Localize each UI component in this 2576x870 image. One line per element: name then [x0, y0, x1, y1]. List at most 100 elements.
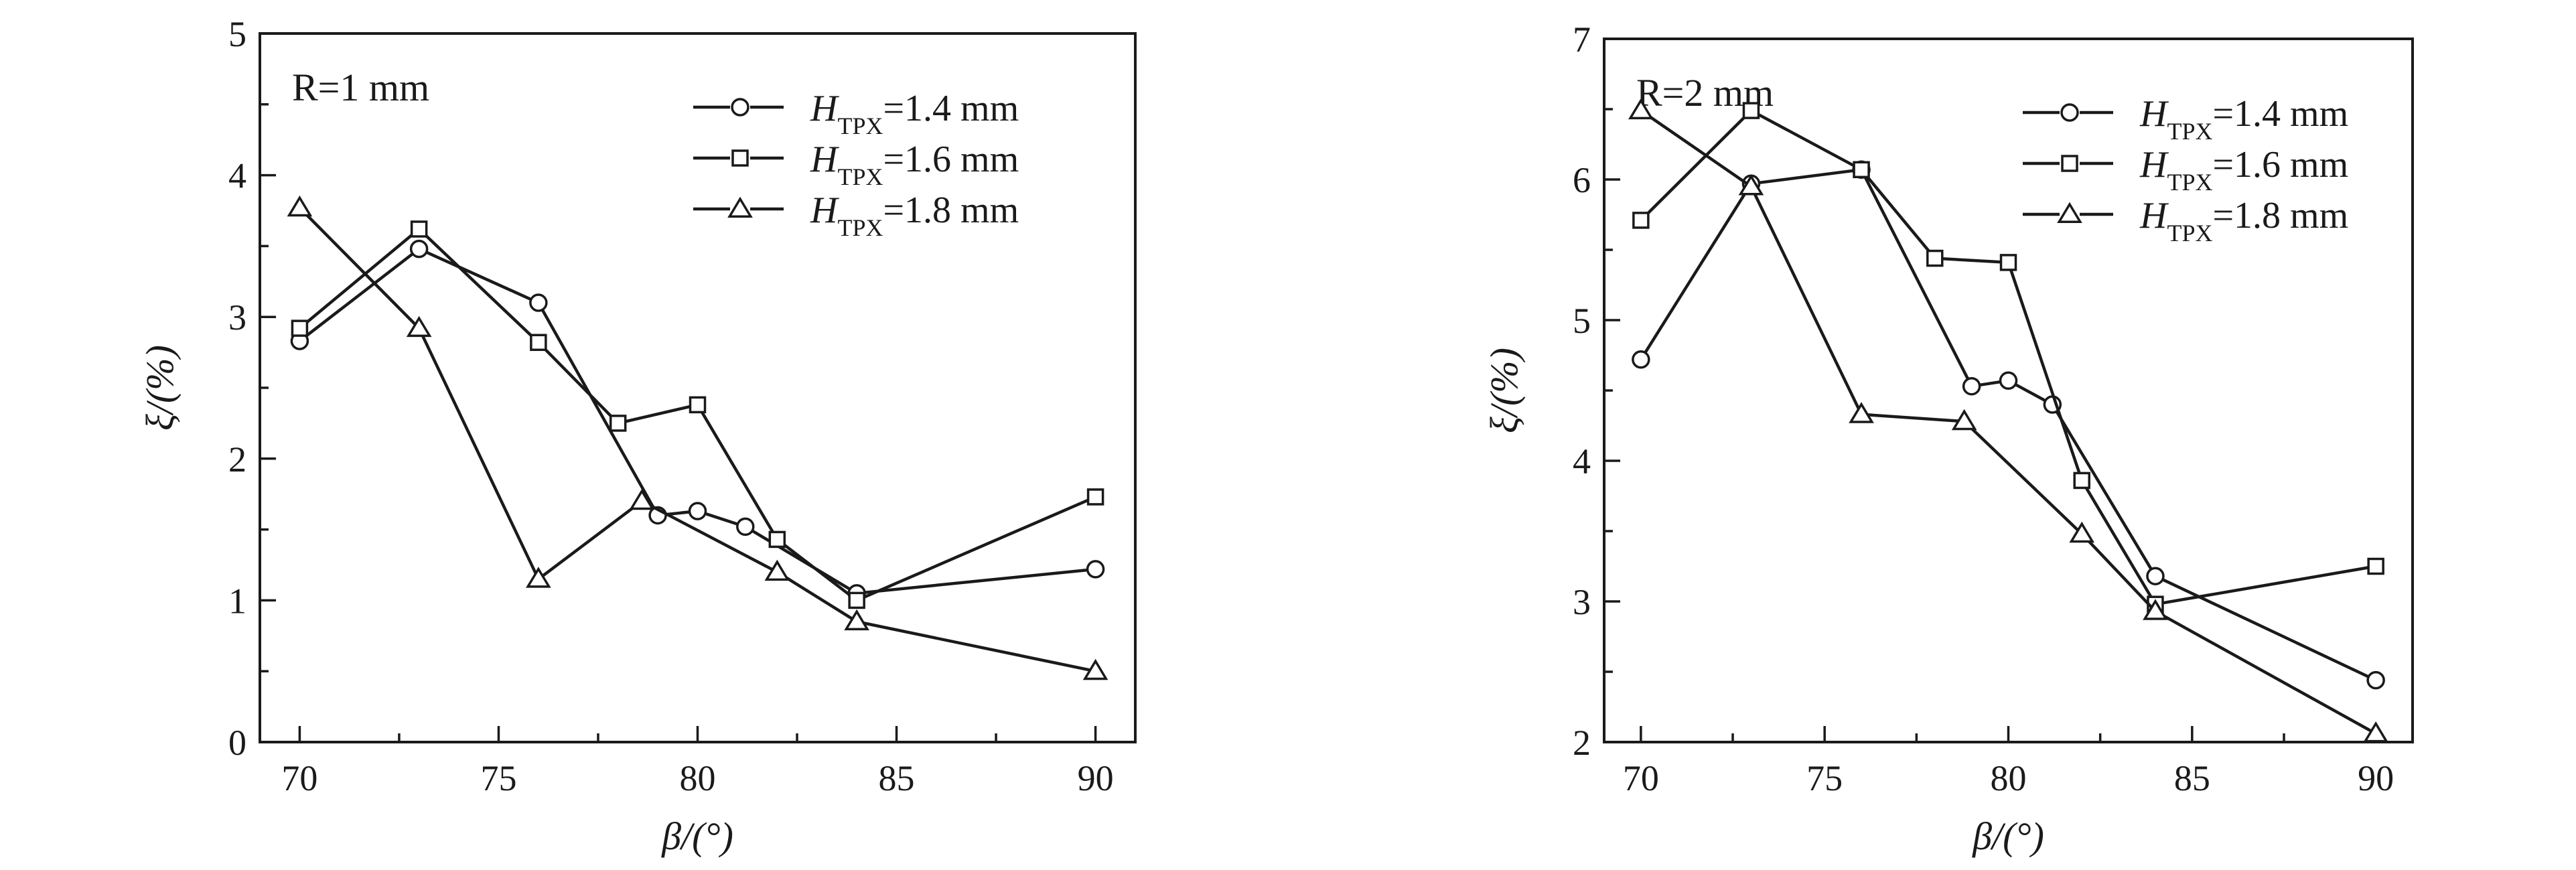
legend-label: HTPX=1.8 mm [2139, 195, 2348, 246]
y-tick-label: 2 [228, 439, 246, 480]
legend-entry: HTPX=1.6 mm [693, 139, 1019, 190]
legend-label-rest: =1.8 mm [883, 190, 1019, 231]
data-point [409, 239, 429, 259]
legend-marker [2057, 202, 2082, 223]
series-circle [1632, 160, 2385, 690]
y-tick-label: 7 [1573, 19, 1591, 60]
legend-label-main: H [2139, 144, 2169, 186]
y-tick-label: 0 [228, 723, 246, 763]
x-tick-label: 90 [1078, 758, 1114, 798]
x-axis-title: β/(°) [661, 814, 733, 858]
legend-label: HTPX=1.6 mm [2139, 144, 2348, 196]
data-point [1926, 249, 1944, 267]
legend-label-sub: TPX [2167, 220, 2212, 246]
series-square [1632, 102, 2384, 613]
y-tick-label: 6 [1573, 160, 1591, 200]
legend-marker [731, 149, 749, 167]
data-point [848, 591, 865, 609]
data-point [629, 488, 655, 510]
y-tick-label: 5 [228, 14, 246, 54]
series-square [291, 220, 1104, 609]
legend-label-main: H [810, 139, 839, 180]
data-point [2366, 670, 2385, 690]
data-point [287, 195, 313, 217]
legend-label-main: H [2139, 195, 2169, 236]
legend-marker [731, 98, 749, 117]
y-tick-label: 2 [1573, 723, 1591, 763]
data-point [2363, 721, 2388, 743]
legend-label-rest: =1.6 mm [2212, 144, 2348, 186]
data-point [291, 319, 309, 337]
x-tick-label: 80 [1991, 758, 2027, 798]
legend-label-sub: TPX [2167, 118, 2212, 145]
y-tick-label: 4 [1573, 441, 1591, 482]
y-axis-title: ξ/(%) [138, 345, 182, 431]
data-point [1086, 488, 1104, 506]
legend-label-sub: TPX [837, 163, 883, 190]
data-point [410, 220, 428, 238]
data-point [1086, 560, 1105, 579]
data-point [1849, 402, 1874, 423]
x-tick-label: 85 [2174, 758, 2210, 798]
series-line [298, 206, 1096, 673]
legend-label: HTPX=1.8 mm [810, 190, 1019, 241]
data-point [1082, 658, 1108, 680]
panel-label: R=1 mm [292, 66, 429, 109]
series-triangle [287, 195, 1108, 680]
data-point [736, 517, 755, 536]
data-point [2069, 521, 2095, 543]
data-point [1742, 102, 1760, 119]
legend-label-rest: =1.6 mm [883, 139, 1019, 180]
series-line [299, 247, 1096, 595]
series-triangle [1628, 98, 2388, 743]
legend-label-sub: TPX [837, 113, 883, 139]
data-point [1853, 161, 1870, 179]
x-axis-title: β/(°) [1972, 814, 2044, 858]
data-point [529, 293, 548, 312]
x-tick-label: 75 [1806, 758, 1843, 798]
legend-label-sub: TPX [2167, 169, 2212, 196]
y-tick-label: 3 [228, 297, 246, 338]
legend-entry: HTPX=1.4 mm [2023, 93, 2348, 145]
y-tick-label: 3 [1573, 582, 1591, 622]
data-point [764, 559, 790, 581]
legend-entry: HTPX=1.4 mm [693, 88, 1019, 139]
legend-label-rest: =1.8 mm [2212, 195, 2348, 236]
y-tick-label: 4 [228, 156, 246, 196]
x-tick-label: 75 [480, 758, 516, 798]
data-point [1962, 376, 1981, 396]
legend-marker [727, 196, 753, 218]
series-line [1639, 168, 2377, 682]
legend-entry: HTPX=1.8 mm [693, 190, 1019, 241]
data-point [1999, 371, 2018, 390]
data-point [1999, 254, 2017, 271]
x-tick-label: 90 [2358, 758, 2394, 798]
y-axis-title: ξ/(%) [1482, 348, 1526, 433]
series-line [298, 227, 1096, 602]
data-point [689, 396, 707, 414]
x-tick-label: 85 [879, 758, 915, 798]
legend-marker [2061, 155, 2078, 172]
data-point [2073, 472, 2090, 490]
data-point [768, 530, 786, 549]
y-tick-label: 5 [1573, 301, 1591, 341]
data-point [688, 502, 707, 520]
legend-label: HTPX=1.4 mm [810, 88, 1019, 139]
data-point [2143, 599, 2168, 620]
series-circle [290, 239, 1105, 603]
data-point [2146, 567, 2165, 585]
data-point [609, 415, 627, 432]
legend-marker [2060, 103, 2079, 122]
data-point [530, 334, 547, 352]
data-point [1738, 174, 1764, 196]
data-point [1628, 98, 1654, 120]
legend-label-main: H [810, 190, 839, 231]
data-point [1632, 350, 1650, 369]
data-point [406, 315, 432, 338]
legend-label-rest: =1.4 mm [883, 88, 1019, 129]
data-point [1951, 409, 1977, 431]
legend-label-sub: TPX [837, 214, 883, 241]
